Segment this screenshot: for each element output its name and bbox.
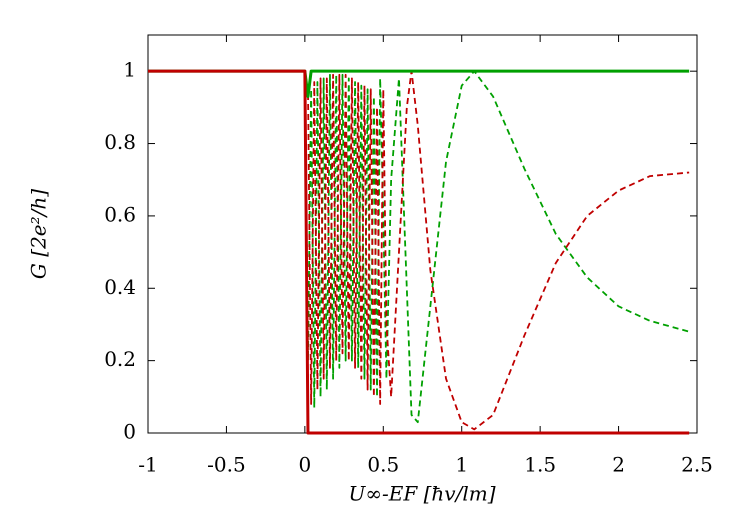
dashed-line: [148, 70, 690, 424]
y-tick-label: 0.8: [104, 130, 136, 154]
y-tick-label: 1: [123, 58, 136, 82]
x-tick-label: 2.5: [681, 453, 713, 477]
x-tick-label: 0.5: [367, 453, 399, 477]
solid-line: [148, 69, 690, 435]
x-tick-label: -0.5: [207, 453, 246, 477]
y-axis-label: G [2e²/h]: [27, 189, 51, 279]
x-tick-label: 2: [612, 453, 625, 477]
x-tick-label: 0: [298, 453, 311, 477]
y-tick-label: 0.2: [104, 347, 136, 371]
x-tick-label: 1.5: [524, 453, 556, 477]
y-tick-label: 0.4: [104, 275, 136, 299]
solid-line: [148, 69, 690, 99]
x-tick-label: -1: [138, 453, 157, 477]
x-tick-label: 1: [455, 453, 468, 477]
dashed-line: [148, 70, 690, 431]
x-axis-label: U∞-EF [ħv/lm]: [349, 482, 496, 506]
y-tick-label: 0.6: [104, 202, 136, 226]
y-tick-label: 0: [123, 420, 136, 444]
